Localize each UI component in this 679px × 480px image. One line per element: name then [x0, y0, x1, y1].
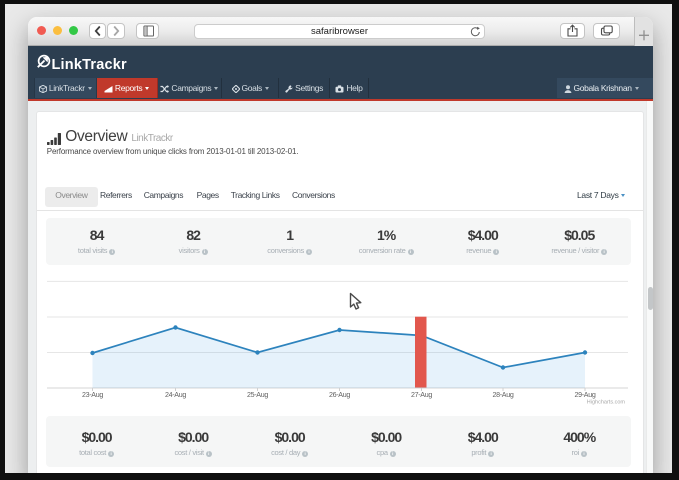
- svg-text:Highcharts.com: Highcharts.com: [587, 399, 626, 405]
- svg-text:29-Aug: 29-Aug: [574, 391, 595, 399]
- svg-text:26-Aug: 26-Aug: [329, 391, 350, 399]
- svg-text:27-Aug: 27-Aug: [411, 391, 432, 399]
- svg-text:28-Aug: 28-Aug: [492, 391, 513, 399]
- svg-text:23-Aug: 23-Aug: [82, 391, 103, 399]
- svg-text:24-Aug: 24-Aug: [165, 391, 186, 399]
- svg-text:25-Aug: 25-Aug: [247, 391, 268, 399]
